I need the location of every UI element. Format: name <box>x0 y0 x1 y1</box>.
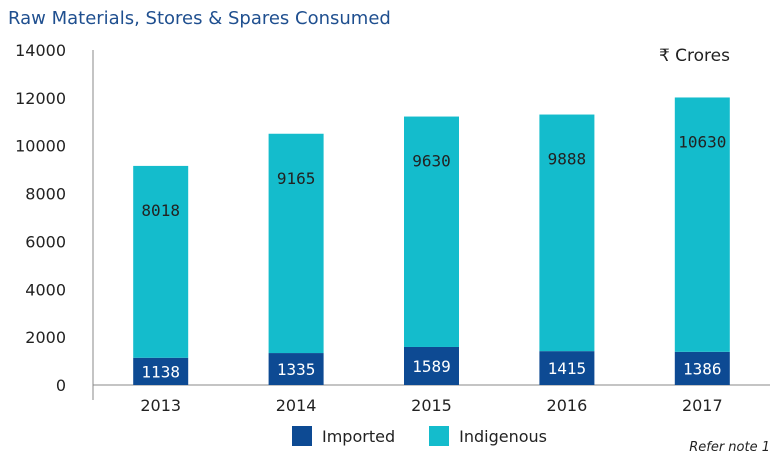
unit-label: ₹ Crores <box>659 46 730 66</box>
data-label-indigenous-2017: 10630 <box>678 132 726 151</box>
bar-indigenous-2013 <box>133 165 189 358</box>
y-tick-label: 2000 <box>25 328 66 347</box>
y-tick-label: 4000 <box>25 280 66 299</box>
bar-imported-2016 <box>539 351 595 385</box>
x-tick-label-2013: 2013 <box>140 396 181 415</box>
legend: Imported Indigenous <box>292 426 581 446</box>
y-tick-label: 10000 <box>15 137 66 156</box>
bar-indigenous-2017 <box>674 97 730 352</box>
legend-item-imported: Imported <box>292 426 395 446</box>
legend-label-indigenous: Indigenous <box>459 426 547 446</box>
bar-labels: 1138 8018 2013 1335 9165 2014 1589 9630 2015 1415… <box>140 132 726 415</box>
axes: 0 2000 4000 6000 8000 10000 12000 14000 <box>15 41 770 400</box>
x-tick-label-2015: 2015 <box>411 396 452 415</box>
bar-imported-2015 <box>404 346 459 385</box>
x-tick-label-2016: 2016 <box>547 396 588 415</box>
x-tick-label-2014: 2014 <box>276 396 317 415</box>
bar-imported-2017 <box>674 351 730 385</box>
y-tick-label: 8000 <box>25 185 66 204</box>
bars <box>133 97 730 385</box>
data-label-indigenous-2015: 9630 <box>412 152 451 171</box>
y-tick-label: 14000 <box>15 41 66 60</box>
data-label-indigenous-2013: 8018 <box>141 201 180 220</box>
legend-label-imported: Imported <box>322 426 396 446</box>
legend-swatch-indigenous <box>429 426 450 446</box>
y-tick-label: 12000 <box>15 89 66 108</box>
data-label-indigenous-2016: 9888 <box>548 150 587 169</box>
bar-indigenous-2014 <box>268 133 324 354</box>
data-label-imported-2013: 1138 <box>141 362 180 381</box>
data-label-indigenous-2014: 9165 <box>277 169 316 188</box>
bar-indigenous-2015 <box>404 116 459 347</box>
data-label-imported-2014: 1335 <box>277 360 316 379</box>
data-label-imported-2016: 1415 <box>548 359 587 378</box>
legend-item-indigenous: Indigenous <box>429 426 547 446</box>
data-label-imported-2015: 1589 <box>412 357 451 376</box>
data-label-imported-2017: 1386 <box>683 359 722 378</box>
bar-imported-2013 <box>133 357 189 385</box>
footnote: Refer note 1 <box>689 440 770 455</box>
y-tick-label: 6000 <box>25 232 66 251</box>
x-tick-label-2017: 2017 <box>682 396 723 415</box>
bar-imported-2014 <box>268 353 324 385</box>
bar-indigenous-2016 <box>539 114 595 352</box>
legend-swatch-imported <box>292 426 312 446</box>
chart-title: Raw Materials, Stores & Spares Consumed <box>8 8 391 29</box>
y-tick-label: 0 <box>56 376 66 395</box>
